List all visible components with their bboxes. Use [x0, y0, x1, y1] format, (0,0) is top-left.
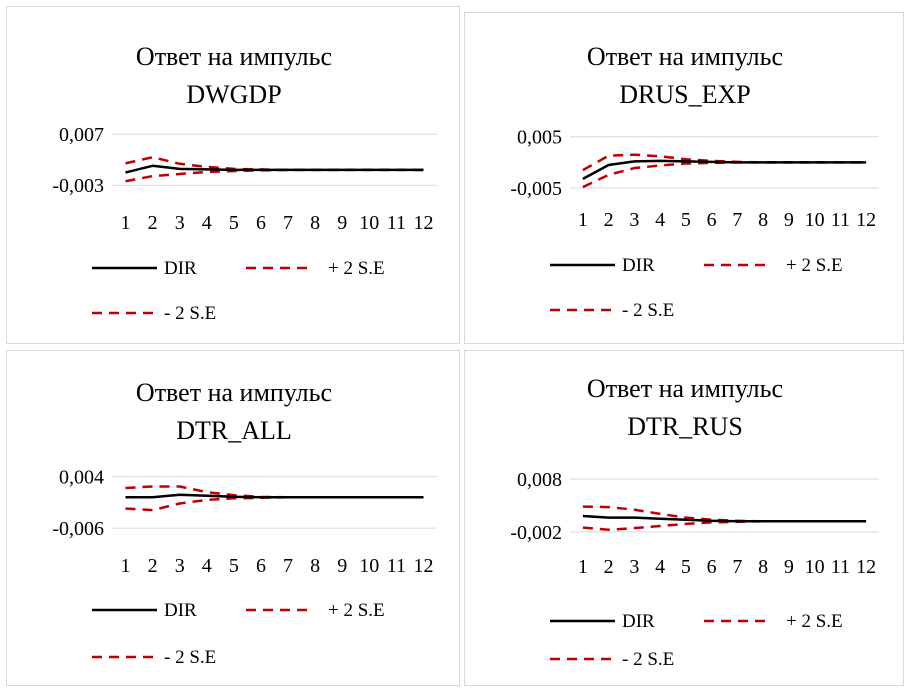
x-tick-label: 8 — [310, 212, 320, 234]
x-tick-label: 4 — [202, 555, 212, 577]
legend-minus-2se-label: - 2 S.E — [164, 647, 216, 668]
x-tick-label: 6 — [256, 555, 266, 577]
y-tick-label: -0,002 — [510, 522, 562, 544]
chart-title-line1: Ответ на импульс — [587, 42, 783, 71]
legend-minus-2se-label: - 2 S.E — [622, 300, 674, 321]
x-tick-label: 5 — [681, 209, 691, 231]
x-tick-label: 9 — [337, 212, 347, 234]
legend-dir-label: DIR — [164, 600, 197, 621]
legend-minus-2se-label: - 2 S.E — [164, 303, 216, 324]
x-tick-label: 12 — [856, 209, 876, 231]
chart-title-line2: DWGDP — [186, 80, 281, 109]
x-tick-label: 2 — [148, 555, 158, 577]
y-tick-label: -0,005 — [510, 178, 562, 200]
legend-plus-2se-label: + 2 S.E — [328, 600, 385, 621]
x-tick-label: 8 — [758, 556, 768, 578]
x-tick-label: 9 — [784, 209, 794, 231]
series-line-minus-2se — [582, 520, 867, 531]
x-tick-label: 9 — [784, 556, 794, 578]
x-tick-label: 5 — [681, 556, 691, 578]
x-tick-label: 7 — [283, 555, 293, 577]
x-tick-label: 3 — [175, 555, 185, 577]
x-tick-label: 10 — [359, 555, 379, 577]
chart-title-line1: Ответ на импульс — [136, 42, 332, 71]
series-line-minus-2se — [582, 161, 867, 189]
legend-dir-label: DIR — [622, 255, 655, 276]
x-tick-label: 4 — [655, 209, 665, 231]
y-tick-label: 0,005 — [517, 127, 562, 149]
chart-title-line2: DTR_RUS — [627, 412, 743, 441]
x-tick-label: 8 — [310, 555, 320, 577]
series-line-plus-2se — [582, 505, 867, 523]
x-tick-label: 11 — [387, 212, 406, 234]
x-tick-label: 6 — [256, 212, 266, 234]
x-tick-label: 3 — [175, 212, 185, 234]
x-tick-label: 12 — [413, 555, 433, 577]
series-line-plus-2se — [125, 155, 424, 172]
x-tick-label: 10 — [805, 556, 825, 578]
legend-plus-2se-label: + 2 S.E — [786, 255, 843, 276]
x-tick-label: 5 — [229, 212, 239, 234]
y-tick-label: 0,008 — [517, 469, 562, 491]
x-tick-label: 12 — [413, 212, 433, 234]
x-tick-label: 6 — [707, 556, 717, 578]
series-line-dir — [582, 159, 867, 180]
x-tick-label: 11 — [831, 209, 850, 231]
x-tick-label: 11 — [831, 556, 850, 578]
x-tick-label: 1 — [121, 555, 131, 577]
chart-title-line2: DTR_ALL — [176, 416, 292, 445]
series-line-dir — [125, 164, 424, 174]
y-tick-label: -0,003 — [52, 175, 104, 197]
x-tick-label: 12 — [856, 556, 876, 578]
x-tick-label: 10 — [359, 212, 379, 234]
chart-title-line2: DRUS_EXP — [619, 80, 750, 109]
x-tick-label: 3 — [629, 556, 639, 578]
x-tick-label: 11 — [387, 555, 406, 577]
x-tick-label: 6 — [707, 209, 717, 231]
chart-panel-dwgdp: Ответ на импульс DWGDP 0,007 -0,003 1 2 3 4 5 6… — [6, 6, 460, 344]
x-tick-label: 1 — [578, 209, 588, 231]
legend-dir-label: DIR — [164, 258, 197, 279]
x-tick-label: 2 — [148, 212, 158, 234]
y-tick-label: -0,006 — [52, 518, 104, 540]
x-tick-label: 1 — [121, 212, 131, 234]
series-line-minus-2se — [125, 168, 424, 183]
y-tick-label: 0,007 — [59, 124, 104, 146]
series-line-dir — [125, 493, 424, 499]
x-tick-label: 4 — [655, 556, 665, 578]
chart-title-line1: Ответ на импульс — [587, 374, 783, 403]
x-tick-label: 7 — [283, 212, 293, 234]
x-tick-label: 7 — [732, 209, 742, 231]
x-tick-label: 8 — [758, 209, 768, 231]
legend-plus-2se-label: + 2 S.E — [328, 258, 385, 279]
series-line-dir — [582, 514, 867, 523]
x-tick-label: 9 — [337, 555, 347, 577]
chart-title-line1: Ответ на импульс — [136, 378, 332, 407]
x-tick-label: 1 — [578, 556, 588, 578]
x-tick-label: 2 — [604, 556, 614, 578]
y-tick-label: 0,004 — [59, 467, 104, 489]
chart-panel-drus-exp: Ответ на импульс DRUS_EXP 0,005 -0,005 1 2 3… — [464, 12, 904, 344]
x-tick-label: 7 — [732, 556, 742, 578]
x-tick-label: 10 — [805, 209, 825, 231]
x-tick-label: 3 — [629, 209, 639, 231]
x-tick-label: 4 — [202, 212, 212, 234]
legend-dir-label: DIR — [622, 611, 655, 632]
chart-panel-dtr-all: Ответ на импульс DTR_ALL 0,004 -0,006 1 2 3 4… — [6, 350, 460, 686]
x-tick-label: 5 — [229, 555, 239, 577]
legend-minus-2se-label: - 2 S.E — [622, 649, 674, 670]
chart-panel-dtr-rus: Ответ на импульс DTR_RUS 0,008 -0,002 1 2 3 4… — [464, 350, 904, 686]
legend-plus-2se-label: + 2 S.E — [786, 611, 843, 632]
series-line-minus-2se — [125, 496, 424, 512]
x-tick-label: 2 — [604, 209, 614, 231]
